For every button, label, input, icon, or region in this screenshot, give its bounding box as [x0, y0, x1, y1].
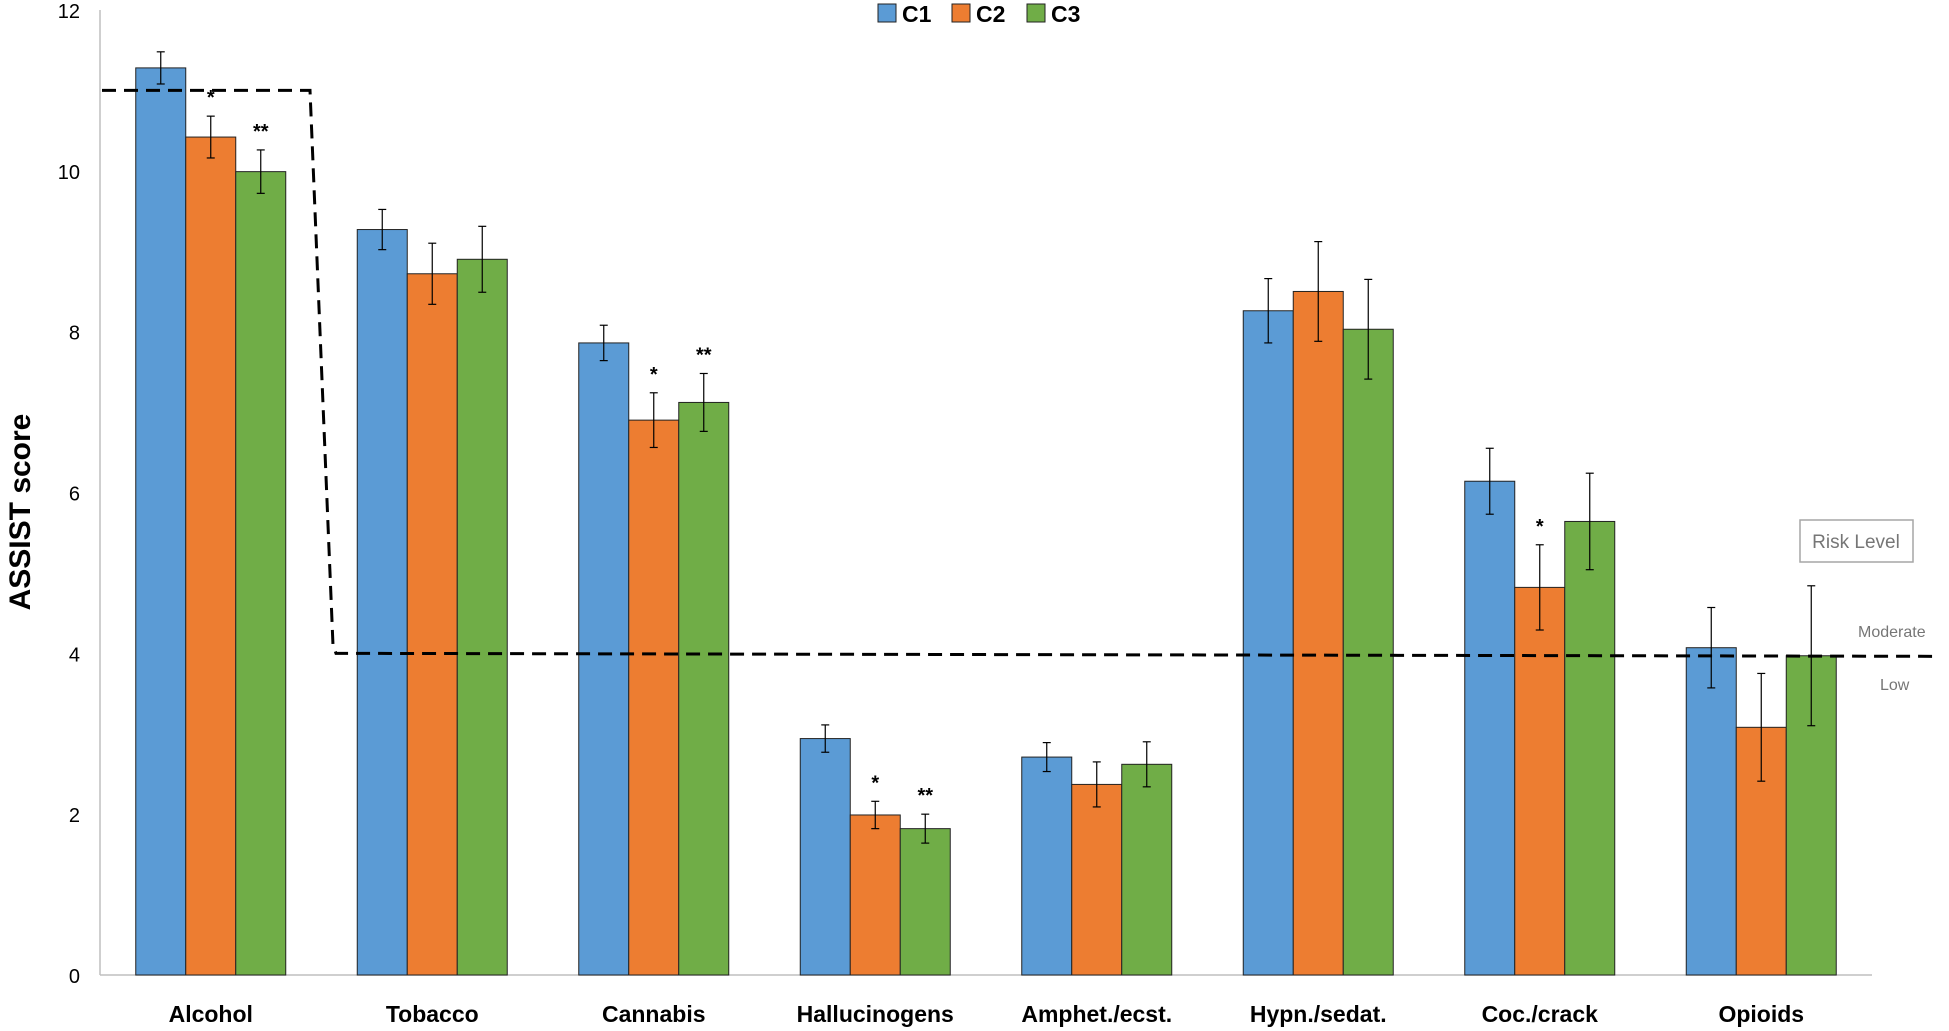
- bar: [1342, 328, 1394, 976]
- significance-markers: **********: [207, 87, 1544, 807]
- x-tick-label: Alcohol: [169, 1001, 253, 1027]
- bar: [1564, 520, 1616, 976]
- y-tick-label: 0: [69, 966, 80, 988]
- bar: [849, 814, 901, 976]
- significance-marker: **: [253, 121, 269, 143]
- bar: [1464, 480, 1516, 976]
- y-tick-label: 6: [69, 484, 80, 506]
- bar: [1685, 647, 1737, 976]
- risk-level-legend: Risk Level Moderate Low: [1799, 519, 1926, 694]
- y-tick-label: 4: [69, 644, 80, 666]
- legend-label: C2: [976, 1, 1005, 27]
- y-axis-label: ASSIST score: [4, 414, 37, 611]
- bars: [135, 67, 1837, 976]
- risk-level-low: Low: [1880, 677, 1910, 694]
- risk-threshold-lines: [102, 88, 1938, 658]
- y-tick-label: 12: [58, 1, 80, 23]
- x-tick-label: Amphet./ecst.: [1021, 1001, 1172, 1027]
- bar: [578, 342, 630, 976]
- legend-swatch: [877, 3, 897, 23]
- bar: [406, 273, 458, 976]
- x-tick-labels: Alcohol Tobacco Cannabis Hallucinogens Amphe…: [169, 1001, 1804, 1027]
- y-tick-label: 10: [58, 162, 80, 184]
- x-tick-label: Hallucinogens: [797, 1001, 954, 1027]
- risk-level-moderate: Moderate: [1858, 624, 1926, 641]
- bar: [1242, 310, 1294, 976]
- bar: [1121, 763, 1173, 976]
- x-tick-label: Opioids: [1718, 1001, 1804, 1027]
- error-bars: [156, 51, 1816, 844]
- y-tick-label: 2: [69, 805, 80, 827]
- significance-marker: *: [650, 364, 658, 386]
- bar: [135, 67, 187, 976]
- risk-level-box: [1799, 519, 1914, 563]
- legend-label: C3: [1051, 1, 1080, 27]
- significance-marker: *: [1536, 516, 1544, 538]
- bar: [899, 828, 951, 976]
- bar: [1071, 783, 1123, 976]
- bar: [356, 229, 408, 976]
- bar: [1514, 586, 1566, 976]
- legend-label: C1: [902, 1, 932, 27]
- x-tick-label: Tobacco: [386, 1001, 479, 1027]
- x-tick-label: Cannabis: [602, 1001, 706, 1027]
- significance-marker: *: [871, 772, 879, 794]
- significance-marker: **: [696, 344, 712, 366]
- bar: [678, 401, 730, 976]
- legend: C1 C2 C3: [877, 1, 1080, 27]
- bar: [1292, 290, 1344, 976]
- y-tick-labels: 0 2 4 6 8 10 12: [58, 1, 80, 988]
- bar: [1021, 756, 1073, 976]
- bar: [799, 738, 851, 976]
- significance-marker: **: [917, 785, 933, 807]
- risk-threshold-line: [102, 88, 1938, 658]
- x-tick-label: Coc./crack: [1482, 1001, 1599, 1027]
- significance-marker: *: [207, 87, 215, 109]
- bar: [628, 419, 680, 976]
- x-tick-label: Hypn./sedat.: [1250, 1001, 1387, 1027]
- legend-swatch: [1026, 3, 1046, 23]
- legend-swatch: [951, 3, 971, 23]
- bar: [235, 171, 287, 976]
- bar: [185, 136, 237, 976]
- risk-level-title: Risk Level: [1812, 532, 1900, 553]
- bar: [456, 258, 508, 976]
- y-tick-label: 8: [69, 323, 80, 345]
